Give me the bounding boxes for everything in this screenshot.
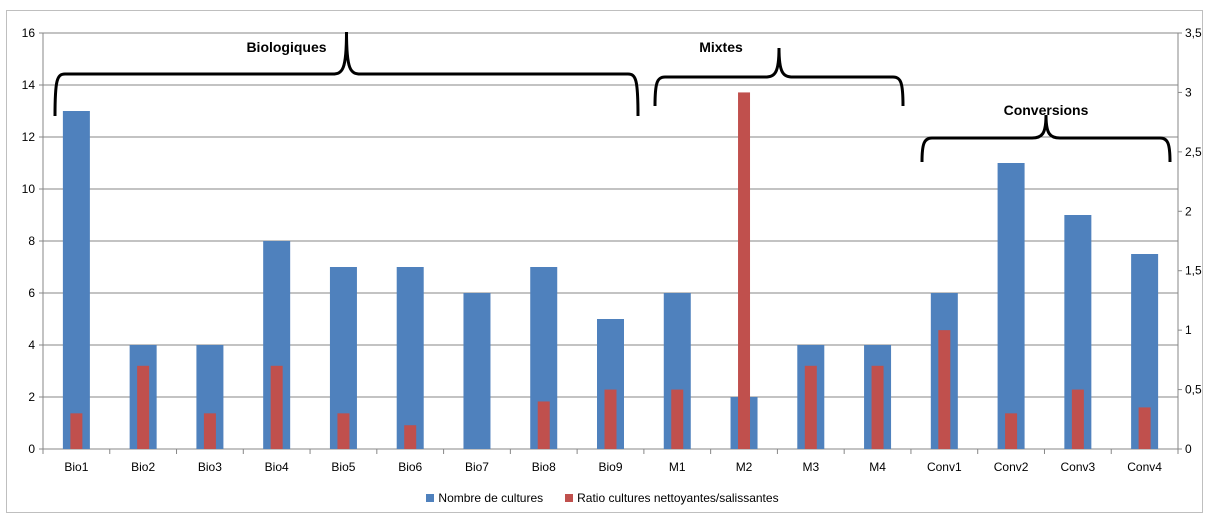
group-annotations: Biologiques Mixtes Conversions [53, 31, 1172, 163]
group-brace [653, 47, 905, 107]
right-tick-label: 3 [1185, 85, 1192, 99]
category-label: M2 [736, 460, 753, 474]
group-brace [53, 31, 640, 117]
left-tick-label: 8 [28, 234, 35, 248]
bar-ratio [337, 413, 350, 449]
category-label: Bio7 [465, 460, 489, 474]
group-brace [920, 114, 1172, 163]
bar-ratio [1005, 413, 1018, 449]
right-tick-label: 0 [1185, 442, 1192, 456]
bar-ratio [270, 365, 283, 449]
category-label: Bio2 [131, 460, 155, 474]
bar-ratio [70, 413, 83, 449]
left-tick-label: 6 [28, 286, 35, 300]
bars [62, 92, 1159, 449]
legend-swatch-blue [426, 494, 435, 502]
category-label: Bio1 [64, 460, 88, 474]
category-label: Bio3 [198, 460, 222, 474]
category-label: Conv4 [1127, 460, 1162, 474]
bar-ratio [671, 389, 684, 449]
category-label: M4 [869, 460, 886, 474]
category-label: Bio9 [598, 460, 622, 474]
bar-ratio [871, 365, 884, 449]
group-label: Conversions [1004, 102, 1089, 118]
category-label: Conv2 [994, 460, 1029, 474]
category-label: Bio5 [331, 460, 355, 474]
group-label: Biologiques [246, 39, 326, 55]
category-label: Conv3 [1061, 460, 1096, 474]
legend-label-series-1: Nombre de cultures [438, 491, 544, 505]
left-tick-label: 0 [28, 442, 35, 456]
category-label: Bio8 [532, 460, 556, 474]
category-label: Bio6 [398, 460, 422, 474]
category-labels: Bio1 Bio2 Bio3 Bio4 Bio5 Bio6 Bio7 Bio8 Bio9 M1 M2… [64, 460, 1162, 474]
category-label: Conv1 [927, 460, 962, 474]
right-tick-label: 3,5 [1185, 26, 1202, 40]
bar-ratio [604, 389, 617, 449]
group-label: Mixtes [699, 39, 743, 55]
right-tick-label: 2 [1185, 204, 1192, 218]
bar-ratio [537, 401, 550, 449]
left-tick-label: 14 [22, 78, 36, 92]
bar-ratio [203, 413, 216, 449]
legend-swatch-red [565, 494, 574, 502]
left-tick-label: 12 [22, 130, 36, 144]
left-tick-label: 16 [22, 26, 36, 40]
category-label: M1 [669, 460, 686, 474]
bar-ratio [404, 425, 417, 449]
right-axis-ticks: 0 0,5 1 1,5 2 2,5 3 3,5 [1178, 26, 1202, 456]
left-axis-ticks: 0 2 4 6 8 10 12 14 16 [22, 26, 43, 456]
bar-ratio [137, 365, 150, 449]
left-tick-label: 10 [22, 182, 36, 196]
right-tick-label: 1 [1185, 323, 1192, 337]
right-tick-label: 1,5 [1185, 264, 1202, 278]
bar-nombre-cultures [463, 293, 491, 449]
legend: Nombre de cultures Ratio cultures nettoy… [0, 491, 1205, 505]
bar-ratio [1138, 407, 1151, 449]
category-label: Bio4 [265, 460, 289, 474]
right-tick-label: 2,5 [1185, 145, 1202, 159]
bar-ratio [804, 365, 817, 449]
bar-nombre-cultures [396, 267, 424, 449]
left-tick-label: 4 [28, 338, 35, 352]
right-tick-label: 0,5 [1185, 383, 1202, 397]
left-tick-label: 2 [28, 390, 35, 404]
legend-item-series-1: Nombre de cultures [426, 491, 543, 505]
legend-label-series-2: Ratio cultures nettoyantes/salissantes [577, 491, 779, 505]
bar-nombre-cultures [997, 163, 1025, 449]
bar-ratio [938, 330, 951, 449]
bar-ratio [1071, 389, 1084, 449]
legend-item-series-2: Ratio cultures nettoyantes/salissantes [565, 491, 779, 505]
bar-ratio [738, 92, 751, 449]
category-label: M3 [802, 460, 819, 474]
bar-nombre-cultures [62, 111, 90, 449]
